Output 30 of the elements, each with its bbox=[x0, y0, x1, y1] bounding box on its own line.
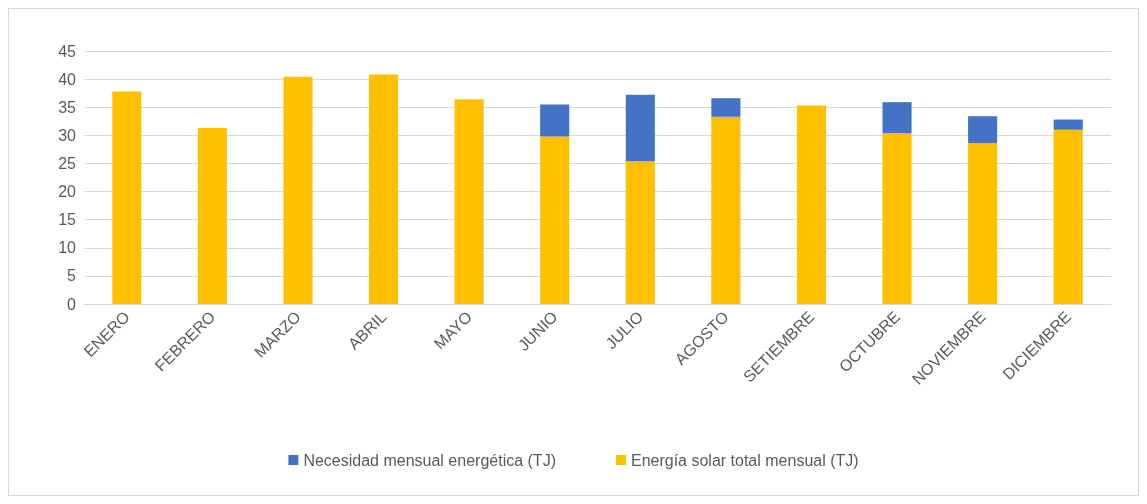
bar bbox=[368, 74, 399, 304]
y-tick-label: 25 bbox=[58, 154, 77, 172]
bar bbox=[882, 102, 912, 134]
bar bbox=[1053, 119, 1083, 130]
y-tick-label: 15 bbox=[58, 211, 77, 229]
bar bbox=[711, 116, 741, 304]
bar bbox=[454, 99, 484, 304]
bar bbox=[283, 76, 313, 304]
y-tick-label: 20 bbox=[58, 183, 77, 201]
y-tick-label: 30 bbox=[58, 126, 77, 144]
bar bbox=[968, 143, 998, 304]
bar bbox=[711, 98, 741, 117]
bar bbox=[882, 133, 912, 304]
legend-label: Necesidad mensual energética (TJ) bbox=[303, 451, 556, 469]
bar bbox=[968, 116, 998, 144]
bar bbox=[540, 136, 570, 304]
bar bbox=[112, 91, 142, 304]
bar bbox=[1053, 129, 1083, 304]
y-tick-label: 5 bbox=[67, 267, 77, 285]
y-tick-label: 40 bbox=[58, 70, 77, 88]
y-tick-label: 10 bbox=[58, 239, 77, 257]
y-tick-label: 35 bbox=[58, 98, 77, 116]
bar bbox=[625, 94, 655, 162]
y-tick-label: 0 bbox=[67, 295, 77, 313]
bar bbox=[796, 105, 827, 304]
legend-label: Energía solar total mensual (TJ) bbox=[630, 451, 859, 469]
bar bbox=[197, 128, 227, 304]
bar bbox=[540, 104, 570, 137]
y-tick-label: 45 bbox=[58, 42, 77, 60]
bar bbox=[625, 161, 655, 304]
